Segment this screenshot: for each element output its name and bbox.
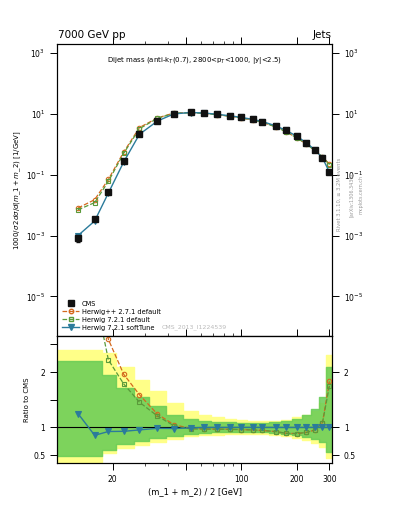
Text: [arXiv:1306.3436]: [arXiv:1306.3436]	[349, 173, 354, 217]
X-axis label: (m_1 + m_2) / 2 [GeV]: (m_1 + m_2) / 2 [GeV]	[147, 487, 242, 496]
Legend: CMS, Herwig++ 2.7.1 default, Herwig 7.2.1 default, Herwig 7.2.1 softTune: CMS, Herwig++ 2.7.1 default, Herwig 7.2.…	[60, 299, 163, 333]
Text: Dijet mass (anti-k$_T$(0.7), 2800<p$_T$<1000, |y|<2.5): Dijet mass (anti-k$_T$(0.7), 2800<p$_T$<…	[107, 55, 282, 66]
Y-axis label: $1000/\sigma\,2d\sigma/d(m\_1 + m\_2)$ [1/GeV]: $1000/\sigma\,2d\sigma/d(m\_1 + m\_2)$ […	[13, 130, 23, 250]
Text: Rivet 3.1.10, ≥ 3.2M events: Rivet 3.1.10, ≥ 3.2M events	[337, 158, 342, 231]
Text: 7000 GeV pp: 7000 GeV pp	[58, 30, 126, 40]
Text: CMS_2013_I1224539: CMS_2013_I1224539	[162, 325, 227, 330]
Text: mcplots.cern.ch: mcplots.cern.ch	[358, 175, 364, 214]
Y-axis label: Ratio to CMS: Ratio to CMS	[24, 377, 30, 422]
Text: Jets: Jets	[312, 30, 331, 40]
